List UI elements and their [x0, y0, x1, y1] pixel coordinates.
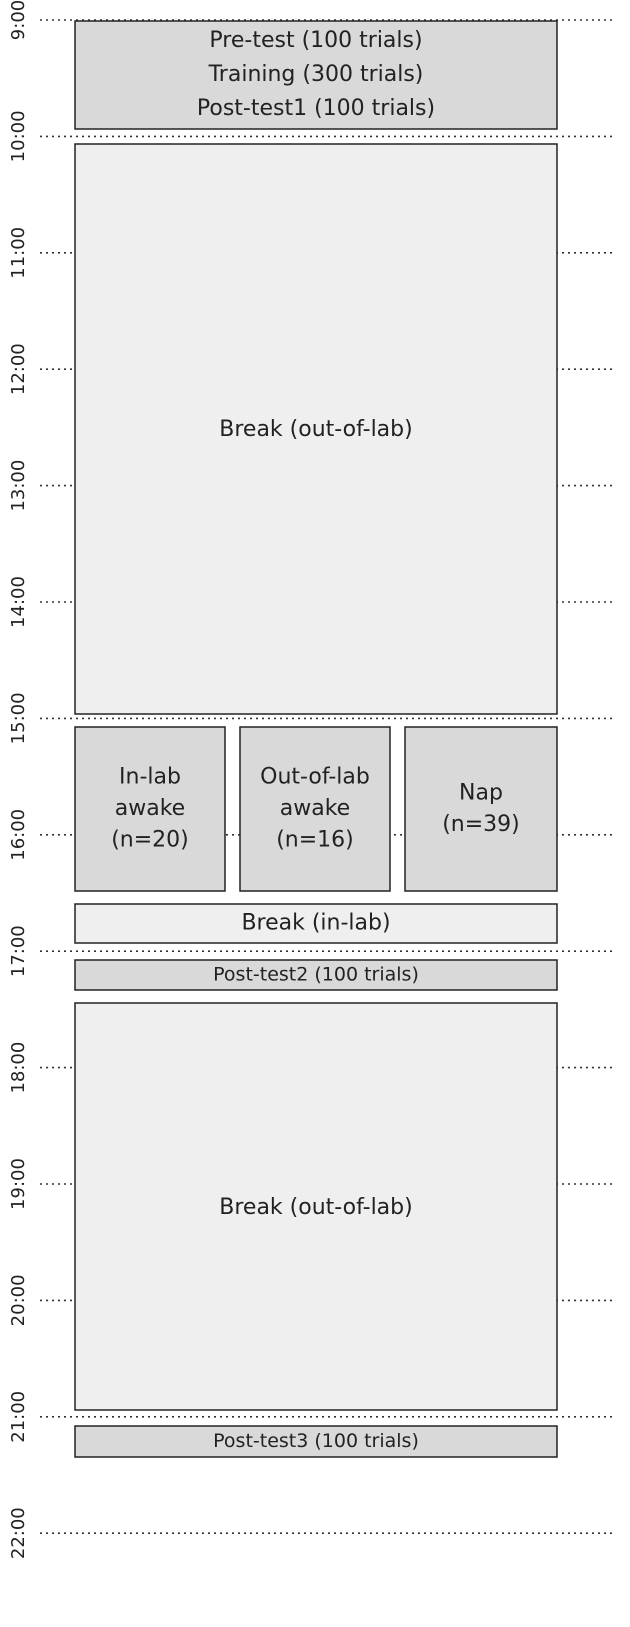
time-label: 21:00 [8, 1391, 29, 1443]
block [74, 20, 558, 130]
block-label: Out-of-lab [260, 765, 370, 790]
block-label: Break (out-of-lab) [219, 1195, 412, 1220]
time-label: 19:00 [8, 1158, 29, 1210]
block-label: awake [115, 796, 185, 821]
block-label: Post-test3 (100 trials) [213, 1430, 419, 1452]
time-label: 17:00 [8, 925, 29, 977]
block-label: (n=20) [111, 828, 189, 853]
block [74, 903, 558, 944]
block-label: Post-test2 (100 trials) [213, 964, 419, 986]
block [74, 1002, 558, 1411]
time-label: 20:00 [8, 1274, 29, 1326]
block [74, 1425, 558, 1458]
block [74, 143, 558, 715]
time-label: 16:00 [8, 809, 29, 861]
time-label: 11:00 [8, 227, 29, 279]
block-label: Post-test1 (100 trials) [197, 96, 435, 121]
block-label: Nap [459, 780, 503, 805]
block-label: (n=16) [276, 828, 354, 853]
block-label: (n=39) [442, 812, 520, 837]
time-label: 22:00 [8, 1507, 29, 1559]
block-label: Break (in-lab) [241, 911, 390, 936]
time-label: 15:00 [8, 692, 29, 744]
time-label: 9:00 [8, 0, 29, 40]
block-label: In-lab [119, 765, 181, 790]
time-label: 14:00 [8, 576, 29, 628]
time-label: 12:00 [8, 343, 29, 395]
block [239, 726, 391, 892]
block-label: Pre-test (100 trials) [209, 28, 422, 53]
block [404, 726, 558, 892]
time-label: 18:00 [8, 1042, 29, 1094]
time-label: 13:00 [8, 460, 29, 512]
block [74, 959, 558, 991]
block-label: awake [280, 796, 350, 821]
time-label: 10:00 [8, 110, 29, 162]
block [74, 726, 226, 892]
block-label: Break (out-of-lab) [219, 417, 412, 442]
block-label: Training (300 trials) [208, 62, 424, 87]
